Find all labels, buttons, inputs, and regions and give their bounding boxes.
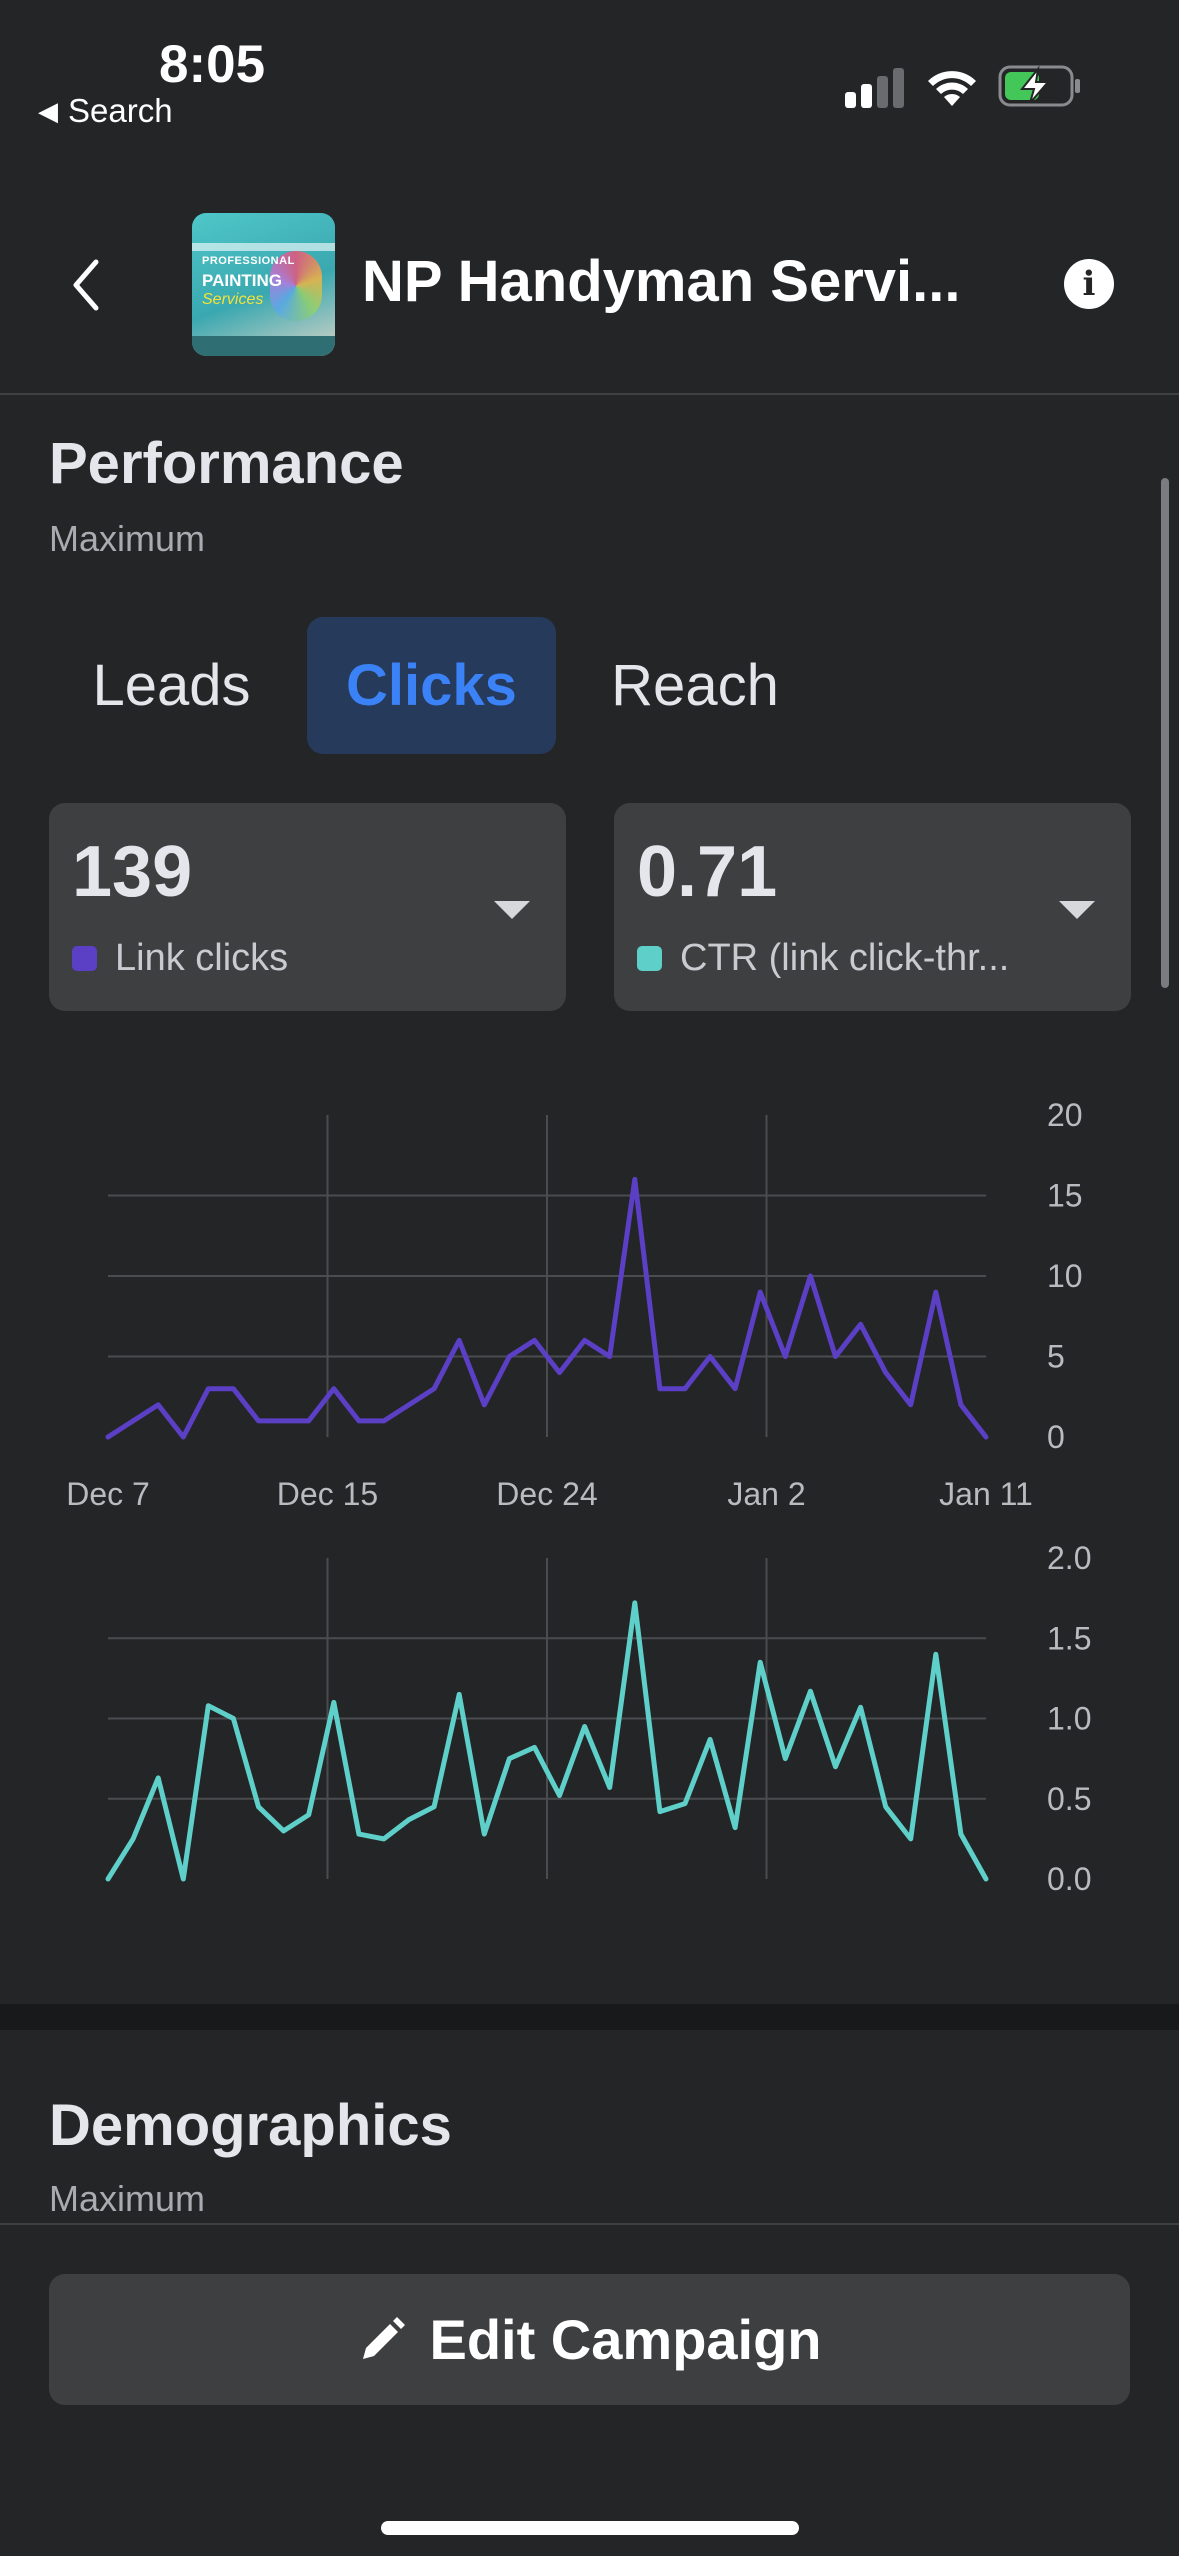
link-clicks-chart: 20 15 10 5 0 Dec 7 Dec 15 Dec 24 Jan 2 Jan 11 <box>66 1097 1083 1512</box>
tab-reach[interactable]: Reach <box>611 653 779 718</box>
thumbnail-text-3: Services <box>202 291 264 308</box>
x-tick-label: Jan 2 <box>727 1476 805 1512</box>
ctr-chart: 2.0 1.5 1.0 0.5 0.0 <box>105 1540 1091 1897</box>
wifi-icon <box>928 71 976 106</box>
y-tick-label: 0.5 <box>1047 1781 1091 1817</box>
y-tick-label: 0.0 <box>1047 1861 1091 1897</box>
metric-card-link-clicks[interactable]: 139 Link clicks <box>49 803 566 1011</box>
legend-swatch <box>72 946 97 971</box>
y-tick-label: 1.0 <box>1047 1701 1091 1737</box>
back-chevron-icon[interactable] <box>62 250 112 320</box>
y-tick-label: 0 <box>1047 1419 1065 1455</box>
tab-clicks[interactable]: Clicks <box>307 617 556 754</box>
edit-campaign-button[interactable]: Edit Campaign <box>49 2274 1130 2405</box>
x-tick-label: Jan 11 <box>939 1476 1033 1512</box>
footer-divider <box>0 2223 1179 2225</box>
metric-value: 139 <box>72 832 193 912</box>
performance-subtitle: Maximum <box>49 518 206 559</box>
x-tick-label: Dec 24 <box>496 1476 597 1512</box>
y-tick-label: 2.0 <box>1047 1540 1091 1576</box>
metric-label: Link clicks <box>115 937 289 979</box>
tab-leads[interactable]: Leads <box>92 653 251 718</box>
y-tick-label: 1.5 <box>1047 1620 1091 1656</box>
y-tick-label: 5 <box>1047 1339 1065 1375</box>
page-title: NP Handyman Servi... <box>362 249 961 314</box>
header-divider <box>0 393 1179 395</box>
dropdown-caret-icon <box>494 901 530 919</box>
pencil-icon <box>363 2316 406 2359</box>
dropdown-caret-icon <box>1059 901 1095 919</box>
metric-label: CTR (link click-thr... <box>680 937 1010 979</box>
metric-value: 0.71 <box>637 832 778 912</box>
back-triangle-icon: ◀ <box>38 95 58 126</box>
info-icon[interactable]: i <box>1064 259 1114 309</box>
y-tick-label: 15 <box>1047 1178 1083 1214</box>
y-tick-label: 10 <box>1047 1258 1083 1294</box>
status-time: 8:05 <box>159 35 266 94</box>
x-tick-label: Dec 7 <box>66 1476 150 1512</box>
battery-charging-icon <box>998 65 1080 107</box>
edit-campaign-label: Edit Campaign <box>429 2308 822 2371</box>
thumbnail-text-1: PROFESSIONAL <box>202 255 295 267</box>
cellular-signal-icon <box>845 68 904 108</box>
y-tick-label: 20 <box>1047 1097 1083 1133</box>
scrollbar[interactable] <box>1161 478 1169 988</box>
section-separator <box>0 2004 1179 2030</box>
metric-card-ctr[interactable]: 0.71 CTR (link click-thr... <box>614 803 1131 1011</box>
demographics-title: Demographics <box>49 2093 452 2158</box>
series-line <box>105 1176 989 1440</box>
campaign-thumbnail: PROFESSIONAL PAINTING Services <box>192 213 335 356</box>
home-indicator[interactable] <box>381 2521 799 2535</box>
series-line <box>105 1600 989 1882</box>
status-back-to-search[interactable]: ◀ Search <box>38 92 173 130</box>
thumbnail-text-2: PAINTING <box>202 271 282 290</box>
performance-title: Performance <box>49 431 404 496</box>
legend-swatch <box>637 946 662 971</box>
demographics-subtitle: Maximum <box>49 2178 206 2219</box>
x-tick-label: Dec 15 <box>277 1476 378 1512</box>
status-back-label: Search <box>68 92 173 129</box>
